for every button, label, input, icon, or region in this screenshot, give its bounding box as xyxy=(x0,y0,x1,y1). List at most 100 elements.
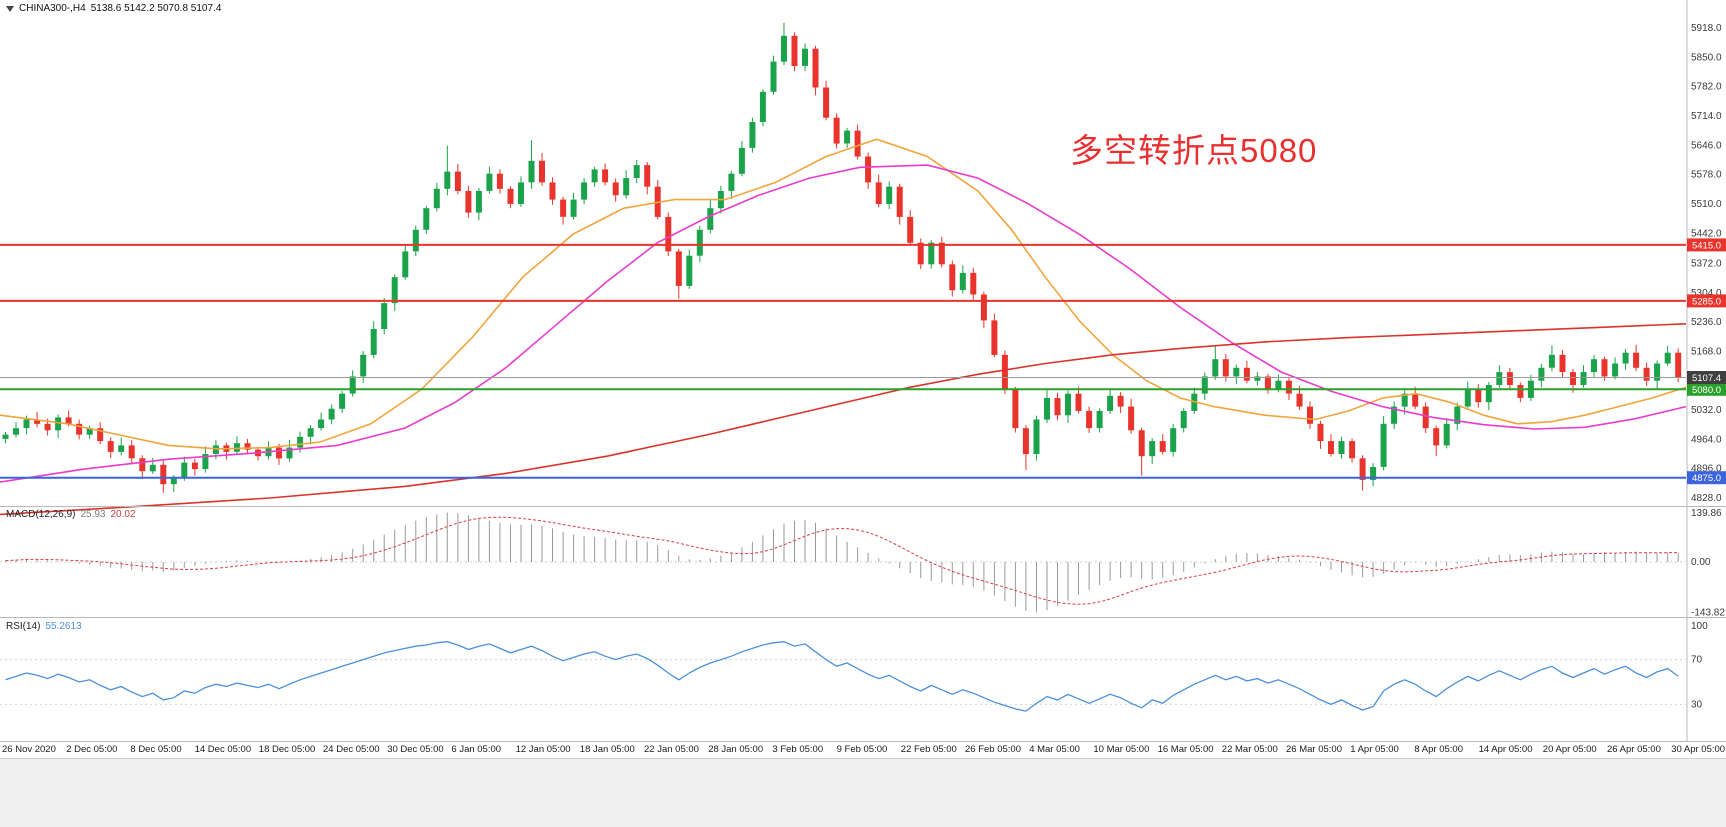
candle-body xyxy=(139,458,146,472)
candle-body xyxy=(707,208,714,230)
candle-body xyxy=(581,182,588,200)
price-axis-label: 5578.0 xyxy=(1691,170,1722,181)
candle-body xyxy=(360,354,367,377)
candle-body xyxy=(1001,354,1008,390)
candle-body xyxy=(686,255,693,286)
price-axis-label: 4896.0 xyxy=(1691,464,1722,475)
candle-body xyxy=(233,443,240,452)
candle-body xyxy=(1033,419,1040,454)
candle-body xyxy=(1086,410,1093,429)
price-axis-label: 5782.0 xyxy=(1691,82,1722,93)
rsi-name: RSI(14) xyxy=(6,621,41,632)
candle-body xyxy=(570,199,577,217)
macd-axis-label: 0.00 xyxy=(1691,557,1711,568)
candle-body xyxy=(791,35,798,66)
candle-body xyxy=(1065,393,1071,416)
candle-body xyxy=(1496,372,1503,385)
candle-body xyxy=(339,393,346,409)
price-axis-label: 5442.0 xyxy=(1691,228,1722,239)
candle-body xyxy=(823,87,830,118)
candle-body xyxy=(959,272,966,291)
macd-signal-line xyxy=(5,516,1679,605)
price-tag-label: 5107.4 xyxy=(1692,373,1721,384)
chart-annotation[interactable]: 多空转折点5080 xyxy=(1070,132,1318,169)
ma-orange-line xyxy=(0,138,1687,450)
time-axis-label: 24 Dec 05:00 xyxy=(323,744,380,755)
rsi-axis-label: 30 xyxy=(1691,699,1703,710)
candle-body xyxy=(1664,352,1671,364)
time-axis-label: 9 Feb 05:00 xyxy=(837,744,888,755)
macd-axis-label: 139.86 xyxy=(1691,508,1722,519)
time-axis-label: 22 Jan 05:00 xyxy=(644,744,699,755)
time-axis-label: 2 Dec 05:00 xyxy=(66,744,117,755)
candle-body xyxy=(675,251,682,286)
rsi-line xyxy=(5,641,1679,712)
price-tag xyxy=(1687,371,1726,384)
time-axis-label: 14 Dec 05:00 xyxy=(195,744,252,755)
candle-body xyxy=(1107,395,1114,411)
candle-body xyxy=(1233,367,1240,377)
candle-body xyxy=(465,191,472,213)
candle-body xyxy=(602,169,609,183)
candle-body xyxy=(980,294,987,321)
candle-body xyxy=(1349,441,1356,459)
candle-body xyxy=(1044,398,1050,420)
candle-body xyxy=(1422,406,1429,429)
bottom-strip xyxy=(0,758,1726,827)
candle-body xyxy=(307,428,314,437)
price-axis-label: 5510.0 xyxy=(1691,199,1722,210)
price-tag-label: 5415.0 xyxy=(1692,240,1721,251)
candle-body xyxy=(286,447,293,459)
candle-body xyxy=(1570,372,1576,385)
candle-body xyxy=(1654,363,1661,381)
candle-body xyxy=(917,242,924,265)
candle-body xyxy=(1601,359,1608,377)
candle-body xyxy=(1022,428,1029,455)
candle-body xyxy=(1464,389,1471,407)
candle-body xyxy=(1391,406,1398,424)
candle-body xyxy=(696,229,703,256)
candle-body xyxy=(938,242,945,265)
time-axis-label: 4 Mar 05:00 xyxy=(1029,744,1080,755)
price-axis-label: 4964.0 xyxy=(1691,434,1722,445)
candle-body xyxy=(749,122,756,148)
candle-body xyxy=(1380,423,1387,467)
macd-indicator-label: MACD(12,26,9) 25.93 20.02 xyxy=(6,509,136,520)
time-axis-label: 6 Jan 05:00 xyxy=(451,744,501,755)
candle-body xyxy=(1485,385,1492,403)
time-axis-label: 8 Apr 05:00 xyxy=(1414,744,1463,755)
candle-body xyxy=(759,91,766,122)
time-axis-label: 1 Apr 05:00 xyxy=(1350,744,1399,755)
candle-body xyxy=(1307,406,1313,424)
candle-body xyxy=(1180,410,1187,429)
candle-body xyxy=(928,242,935,265)
candle-body xyxy=(244,443,251,450)
candle-body xyxy=(1264,376,1271,390)
candle-body xyxy=(1117,395,1124,407)
candle-body xyxy=(854,130,861,157)
candle-body xyxy=(381,303,388,329)
candle-body xyxy=(297,436,304,448)
time-axis-label: 22 Mar 05:00 xyxy=(1222,744,1278,755)
price-tag xyxy=(1687,471,1726,485)
candle-body xyxy=(528,160,535,183)
candle-body xyxy=(433,188,440,209)
candle-body xyxy=(1401,393,1408,407)
candle-body xyxy=(160,464,167,485)
price-axis-label: 5646.0 xyxy=(1691,140,1722,151)
candle-body xyxy=(539,160,545,183)
price-tag-label: 5080.0 xyxy=(1692,385,1721,396)
candle-body xyxy=(623,178,630,196)
candle-body xyxy=(1580,372,1587,385)
chart-symbol-icon xyxy=(6,5,14,12)
time-axis-label: 16 Mar 05:00 xyxy=(1158,744,1214,755)
candle-body xyxy=(423,208,430,230)
candle-body xyxy=(1328,441,1334,454)
candle-body xyxy=(402,251,409,278)
candle-body xyxy=(591,169,598,183)
time-axis-label: 18 Jan 05:00 xyxy=(580,744,635,755)
candle-body xyxy=(1370,467,1377,480)
macd-axis-label: -143.82 xyxy=(1691,607,1725,618)
candle-body xyxy=(991,320,998,355)
